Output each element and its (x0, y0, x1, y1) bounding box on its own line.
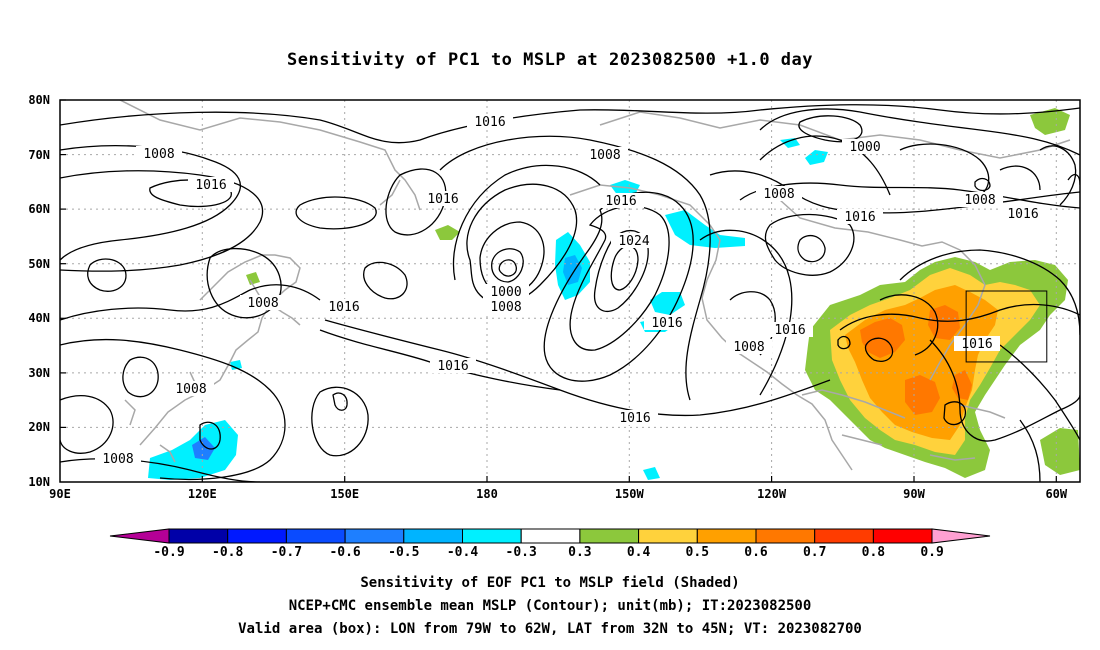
lon-label: 90E (49, 487, 71, 501)
lat-label: 60N (28, 202, 50, 216)
contour-label: 1016 (474, 115, 505, 130)
lat-label: 20N (28, 420, 50, 434)
colorbar-segment (285, 528, 346, 544)
colorbar-tick-label: -0.6 (329, 545, 360, 560)
mslp-contours (60, 104, 1080, 482)
colorbar-tick-label: 0.8 (862, 545, 886, 560)
contour-label: 1016 (651, 316, 682, 331)
colorbar-tick-label: -0.7 (271, 545, 302, 560)
lon-label: 150W (615, 487, 645, 501)
colorbar-segment (403, 528, 463, 544)
lat-label: 30N (28, 366, 50, 380)
plot-frame (59, 99, 1081, 483)
colorbar-tick-label: -0.9 (153, 545, 184, 560)
colorbar-segment (520, 528, 581, 544)
colorbar-tick-label: 0.4 (627, 545, 651, 560)
contour-label: 1008 (143, 147, 174, 162)
contour-label: 1016 (774, 323, 805, 338)
lon-label: 120E (188, 487, 217, 501)
contour-label: 1016 (619, 411, 650, 426)
colorbar-segment (755, 528, 816, 544)
contour-label: 1016 (844, 210, 875, 225)
colorbar-tick-label: -0.3 (506, 545, 537, 560)
map-title: Sensitivity of PC1 to MSLP at 2023082500… (286, 50, 813, 70)
colorbar-tick-label: -0.5 (388, 545, 419, 560)
lon-label: 180 (476, 487, 498, 501)
contour-label: 1008 (102, 452, 133, 467)
colorbar-high-arrow (931, 528, 991, 544)
colorbar-tick-label: 0.9 (920, 545, 943, 560)
contour-label: 1008 (964, 193, 995, 208)
contour-label: 1000 (490, 285, 521, 300)
lat-label: 50N (28, 257, 50, 271)
colorbar-tick-label: -0.4 (447, 545, 478, 560)
contour-label: 1016 (961, 337, 992, 352)
lat-label: 70N (28, 148, 50, 162)
colorbar-segment (814, 528, 874, 544)
contour-label: 1008 (763, 187, 794, 202)
contour-label-group: 1016 1008 1016 1016 1008 1000 1008 1016 … (95, 114, 1046, 467)
caption-shading: Sensitivity of EOF PC1 to MSLP field (Sh… (360, 575, 740, 591)
contour-label: 1024 (618, 234, 649, 249)
colorbar-tick-label: -0.8 (212, 545, 243, 560)
colorbar-segment (638, 528, 698, 544)
contour-label: 1008 (175, 382, 206, 397)
lat-label: 80N (28, 93, 50, 107)
contour-label: 1008 (247, 296, 278, 311)
colorbar: -0.9 -0.8 -0.7 -0.6 -0.5 -0.4 -0.3 0.3 0… (109, 528, 991, 560)
lon-label: 60W (1045, 487, 1067, 501)
colorbar-tick-label: 0.6 (744, 545, 768, 560)
colorbar-segment (168, 528, 229, 544)
contour-label: 1016 (605, 194, 636, 209)
lat-label: 40N (28, 311, 50, 325)
lon-label: 120W (757, 487, 787, 501)
colorbar-tick-label: 0.5 (686, 545, 709, 560)
colorbar-segment (344, 528, 405, 544)
colorbar-tick-label: 0.7 (803, 545, 826, 560)
grid (60, 100, 1080, 482)
contour-label: 1008 (490, 300, 521, 315)
lat-label: 10N (28, 475, 50, 489)
contour-label: 1000 (849, 140, 880, 155)
caption-valid-area: Valid area (box): LON from 79W to 62W, L… (238, 621, 862, 637)
longitude-labels: 90E 120E 150E 180 150W 120W 90W 60W (49, 487, 1068, 501)
lon-label: 150E (330, 487, 359, 501)
colorbar-low-arrow (109, 528, 170, 544)
colorbar-segment (579, 528, 640, 544)
latitude-labels: 80N 70N 60N 50N 40N 30N 20N 10N (28, 93, 50, 489)
plot-area: 1016 1008 1016 1016 1008 1000 1008 1016 … (60, 100, 1080, 482)
colorbar-segment (462, 528, 522, 544)
colorbar-tick-label: 0.3 (568, 545, 591, 560)
colorbar-segment (227, 528, 287, 544)
contour-label: 1016 (427, 192, 458, 207)
caption-contour: NCEP+CMC ensemble mean MSLP (Contour); u… (288, 598, 812, 614)
contour-label: 1016 (195, 178, 226, 193)
colorbar-segment (872, 528, 933, 544)
contour-label: 1016 (437, 359, 468, 374)
lon-label: 90W (903, 487, 925, 501)
colorbar-segment (696, 528, 757, 544)
valid-area-box (965, 290, 1048, 363)
contour-label: 1008 (589, 148, 620, 163)
contour-label: 1016 (1007, 207, 1038, 222)
contour-label: 1008 (733, 340, 764, 355)
contour-label: 1016 (328, 300, 359, 315)
axis-ticks (60, 99, 1057, 482)
